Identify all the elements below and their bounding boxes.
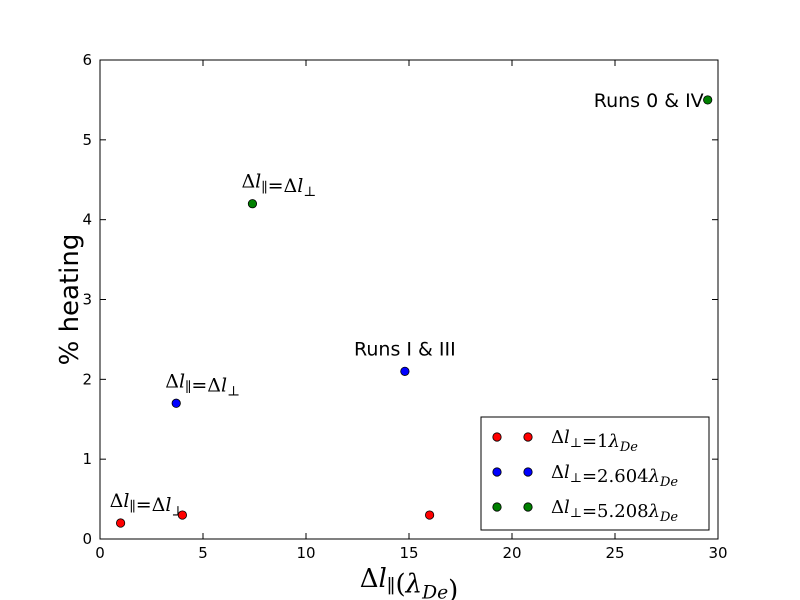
data-point [247,199,258,209]
point-annotation: Runs I & III [354,338,456,360]
data-point [171,398,181,408]
y-tick-label: 1 [82,450,92,468]
x-tick-label: 5 [198,544,208,562]
legend-entry: Δl⊥=1λDe [551,427,638,455]
x-tick-label: 30 [708,544,727,562]
point-annotation: Δl∥=Δl⊥ [165,370,240,399]
x-axis-label: Δl∥(λDe) [360,564,459,600]
legend-marker [492,502,502,512]
data-point [116,518,126,528]
data-point [703,95,713,105]
legend-marker [523,467,533,477]
x-tick-label: 10 [296,544,315,562]
data-point [177,510,187,520]
legend-marker [492,467,502,477]
x-tick-label: 20 [502,544,521,562]
y-tick-label: 6 [82,51,92,69]
y-tick-label: 5 [82,131,92,149]
y-tick-label: 3 [82,291,92,309]
point-annotation: Δl∥=Δl⊥ [110,490,185,519]
y-axis-label: % heating [55,234,85,366]
x-tick-label: 15 [399,544,418,562]
x-tick-label: 0 [95,544,105,562]
point-annotation: Runs 0 & IV [594,90,704,112]
y-tick-label: 4 [82,211,92,229]
data-point [400,366,410,376]
y-tick-label: 2 [82,370,92,388]
point-annotation: Δl∥=Δl⊥ [241,171,316,200]
legend-marker [523,432,533,442]
legend-marker [492,432,502,442]
legend-entry: Δl⊥=5.208λDe [551,497,678,525]
data-point [424,510,435,520]
legend-entry: Δl⊥=2.604λDe [551,462,678,490]
y-tick-label: 0 [82,530,92,548]
x-tick-label: 25 [605,544,624,562]
legend-box [480,416,710,531]
legend-marker [523,502,533,512]
